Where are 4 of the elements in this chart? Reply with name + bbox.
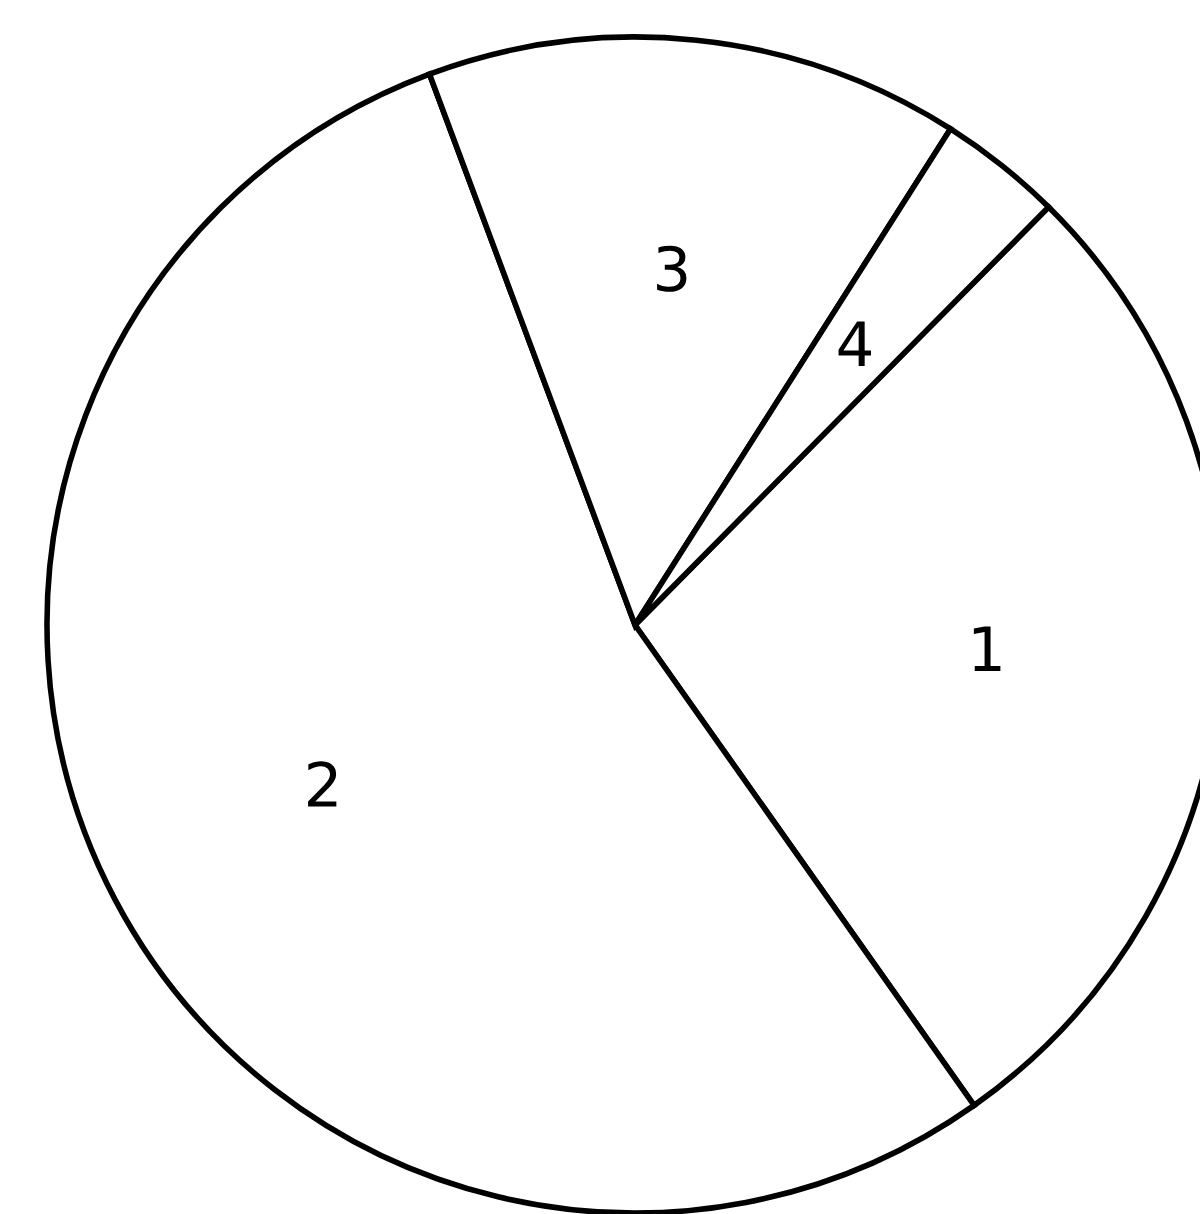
slice-label: 3 bbox=[657, 245, 687, 292]
slice-label: 1 bbox=[973, 626, 1001, 672]
slice-label: 2 bbox=[308, 761, 337, 807]
slice-label: 4 bbox=[838, 321, 872, 367]
